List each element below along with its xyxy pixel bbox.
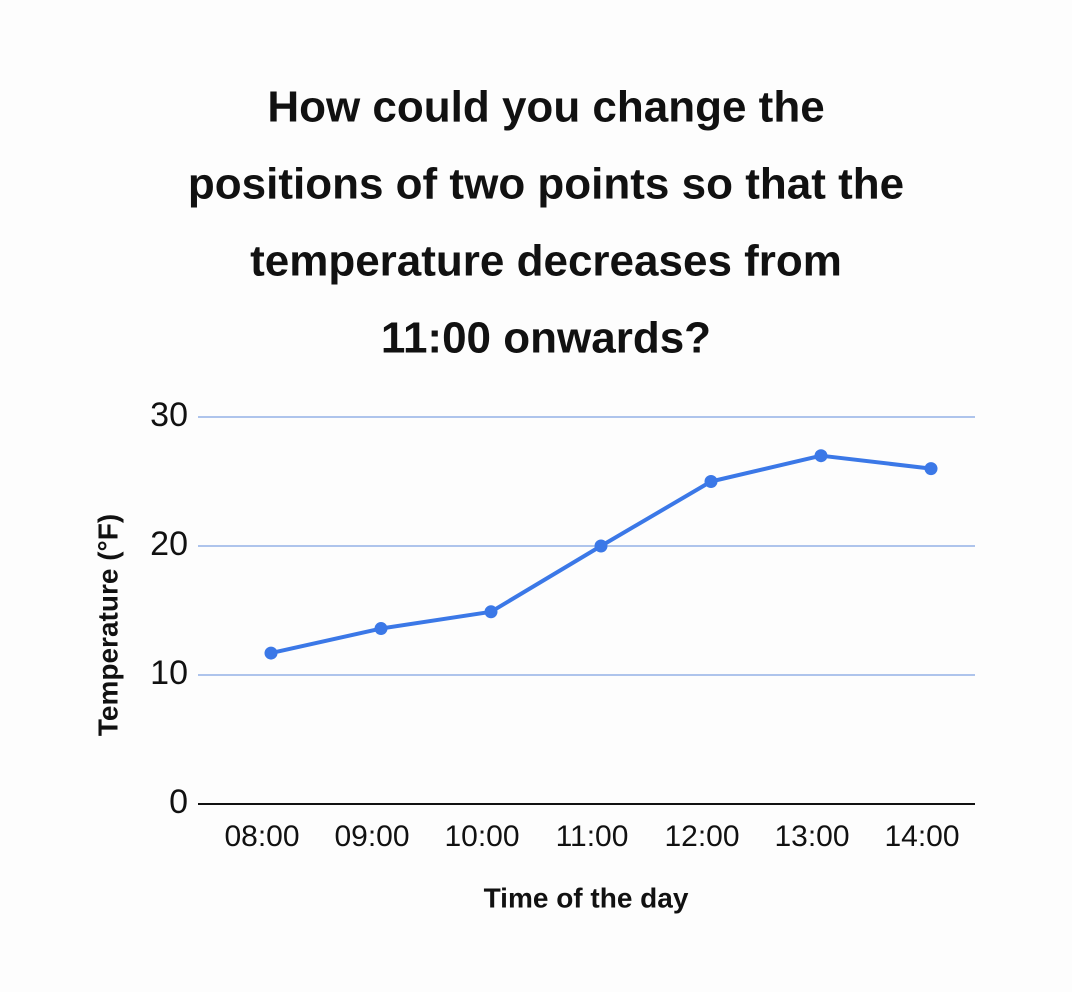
data-point bbox=[484, 605, 498, 619]
data-point bbox=[594, 539, 608, 553]
chart-title: 11:00 onwards? bbox=[381, 314, 711, 363]
y-axis-label: Temperature (°F) bbox=[92, 514, 123, 736]
y-tick-label: 30 bbox=[150, 396, 188, 434]
y-tick-label: 10 bbox=[150, 654, 188, 692]
x-axis-label: Time of the day bbox=[484, 882, 689, 913]
x-tick-label: 14:00 bbox=[884, 820, 959, 853]
data-point bbox=[814, 449, 828, 463]
x-tick-label: 09:00 bbox=[334, 820, 409, 853]
x-tick-label: 11:00 bbox=[556, 820, 629, 853]
x-tick-label: 10:00 bbox=[444, 820, 519, 853]
y-tick-label: 20 bbox=[150, 525, 188, 563]
data-point bbox=[374, 622, 388, 636]
data-point bbox=[264, 646, 278, 660]
x-tick-label: 13:00 bbox=[774, 820, 849, 853]
data-point bbox=[704, 475, 718, 488]
x-tick-label: 12:00 bbox=[664, 820, 739, 853]
chart-title: positions of two points so that the bbox=[188, 160, 904, 209]
chart-title: How could you change the bbox=[267, 83, 824, 132]
data-point bbox=[924, 462, 938, 476]
chart-title: temperature decreases from bbox=[250, 237, 842, 286]
y-tick-label: 0 bbox=[169, 783, 188, 821]
x-tick-label: 08:00 bbox=[224, 820, 299, 853]
